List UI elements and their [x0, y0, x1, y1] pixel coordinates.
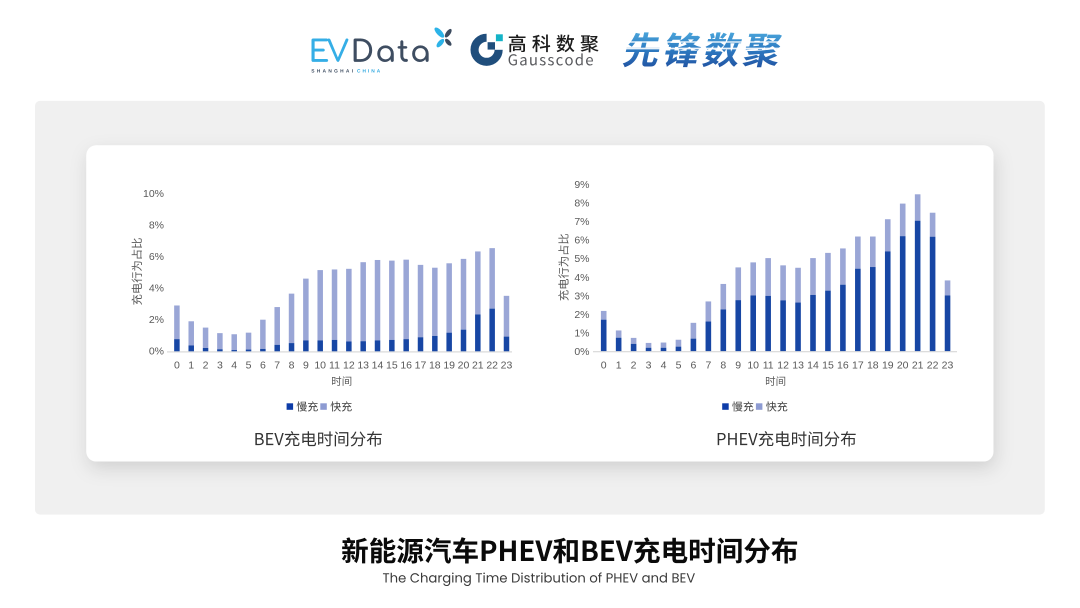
svg-text:17: 17 — [415, 359, 427, 371]
svg-text:0: 0 — [601, 359, 607, 371]
svg-text:22: 22 — [486, 359, 498, 371]
svg-text:7: 7 — [274, 359, 280, 371]
svg-text:3: 3 — [217, 359, 223, 371]
svg-text:0%: 0% — [149, 346, 164, 358]
svg-text:1: 1 — [188, 359, 194, 371]
svg-text:0: 0 — [174, 359, 180, 371]
svg-text:13: 13 — [357, 359, 369, 371]
svg-text:18: 18 — [429, 359, 441, 371]
svg-text:6: 6 — [690, 359, 696, 371]
svg-text:5%: 5% — [574, 253, 589, 265]
svg-text:0%: 0% — [574, 346, 589, 358]
svg-text:12: 12 — [777, 359, 789, 371]
svg-text:9%: 9% — [574, 179, 589, 191]
svg-text:7: 7 — [705, 359, 711, 371]
svg-text:14: 14 — [807, 359, 819, 371]
svg-text:9: 9 — [735, 359, 741, 371]
svg-text:20: 20 — [458, 359, 470, 371]
svg-text:12: 12 — [343, 359, 355, 371]
svg-text:8: 8 — [289, 359, 295, 371]
svg-text:21: 21 — [912, 359, 924, 371]
svg-text:19: 19 — [443, 359, 455, 371]
svg-text:4%: 4% — [574, 272, 589, 284]
svg-text:13: 13 — [792, 359, 804, 371]
svg-text:23: 23 — [501, 359, 513, 371]
svg-text:18: 18 — [867, 359, 879, 371]
svg-text:2%: 2% — [574, 309, 589, 321]
svg-text:10: 10 — [314, 359, 326, 371]
svg-text:16: 16 — [400, 359, 412, 371]
svg-text:4: 4 — [661, 359, 667, 371]
svg-text:8%: 8% — [149, 220, 164, 232]
svg-text:6%: 6% — [574, 235, 589, 247]
svg-text:8%: 8% — [574, 197, 589, 209]
svg-text:1: 1 — [616, 359, 622, 371]
svg-text:11: 11 — [329, 359, 340, 371]
svg-text:23: 23 — [942, 359, 954, 371]
svg-text:16: 16 — [837, 359, 849, 371]
svg-text:3%: 3% — [574, 290, 589, 302]
svg-text:6%: 6% — [149, 251, 164, 263]
svg-text:21: 21 — [472, 359, 484, 371]
svg-text:19: 19 — [882, 359, 894, 371]
svg-text:2: 2 — [203, 359, 209, 371]
svg-text:2: 2 — [631, 359, 637, 371]
svg-text:8: 8 — [720, 359, 726, 371]
svg-text:5: 5 — [676, 359, 682, 371]
svg-text:11: 11 — [763, 359, 774, 371]
svg-text:5: 5 — [246, 359, 252, 371]
svg-text:3: 3 — [646, 359, 652, 371]
svg-text:10: 10 — [747, 359, 759, 371]
svg-text:17: 17 — [852, 359, 864, 371]
svg-text:20: 20 — [897, 359, 909, 371]
svg-text:4%: 4% — [149, 283, 164, 295]
svg-text:9: 9 — [303, 359, 309, 371]
svg-text:15: 15 — [822, 359, 834, 371]
svg-text:2%: 2% — [149, 314, 164, 326]
svg-text:6: 6 — [260, 359, 266, 371]
svg-text:22: 22 — [927, 359, 939, 371]
svg-text:15: 15 — [386, 359, 398, 371]
svg-text:1%: 1% — [574, 328, 589, 340]
svg-text:14: 14 — [372, 359, 384, 371]
svg-text:7%: 7% — [574, 216, 589, 228]
svg-text:4: 4 — [231, 359, 237, 371]
svg-text:10%: 10% — [143, 188, 164, 200]
